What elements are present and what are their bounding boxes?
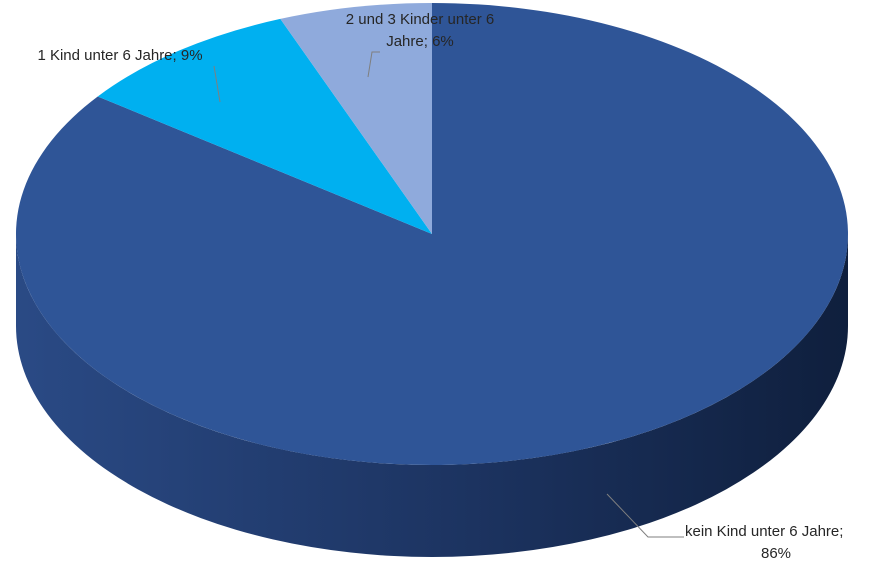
leader-line-2-und-3-kinder <box>367 51 380 78</box>
pie-slice-side-kein-kind <box>16 234 848 557</box>
data-label-line: 1 Kind unter 6 Jahre; 9% <box>37 47 202 64</box>
data-label-line: kein Kind unter 6 Jahre; <box>685 523 843 540</box>
pie-slice-1-kind <box>97 18 432 235</box>
data-label-kein-kind: kein Kind unter 6 Jahre; 86% <box>685 523 843 562</box>
data-label-1-kind: 1 Kind unter 6 Jahre; 9% <box>37 47 202 64</box>
data-label-2-und-3-kinder: 2 und 3 Kinder unter 6 Jahre; 6% <box>346 11 494 50</box>
leader-line-kein-kind <box>606 493 684 538</box>
leader-line-1-kind <box>213 65 221 103</box>
pie-slice-2-und-3-kinder <box>280 3 432 234</box>
pie-slice-kein-kind <box>16 3 848 466</box>
data-label-line: 86% <box>761 545 791 562</box>
data-label-line: 2 und 3 Kinder unter 6 <box>346 11 494 28</box>
data-label-line: Jahre; 6% <box>386 33 454 50</box>
